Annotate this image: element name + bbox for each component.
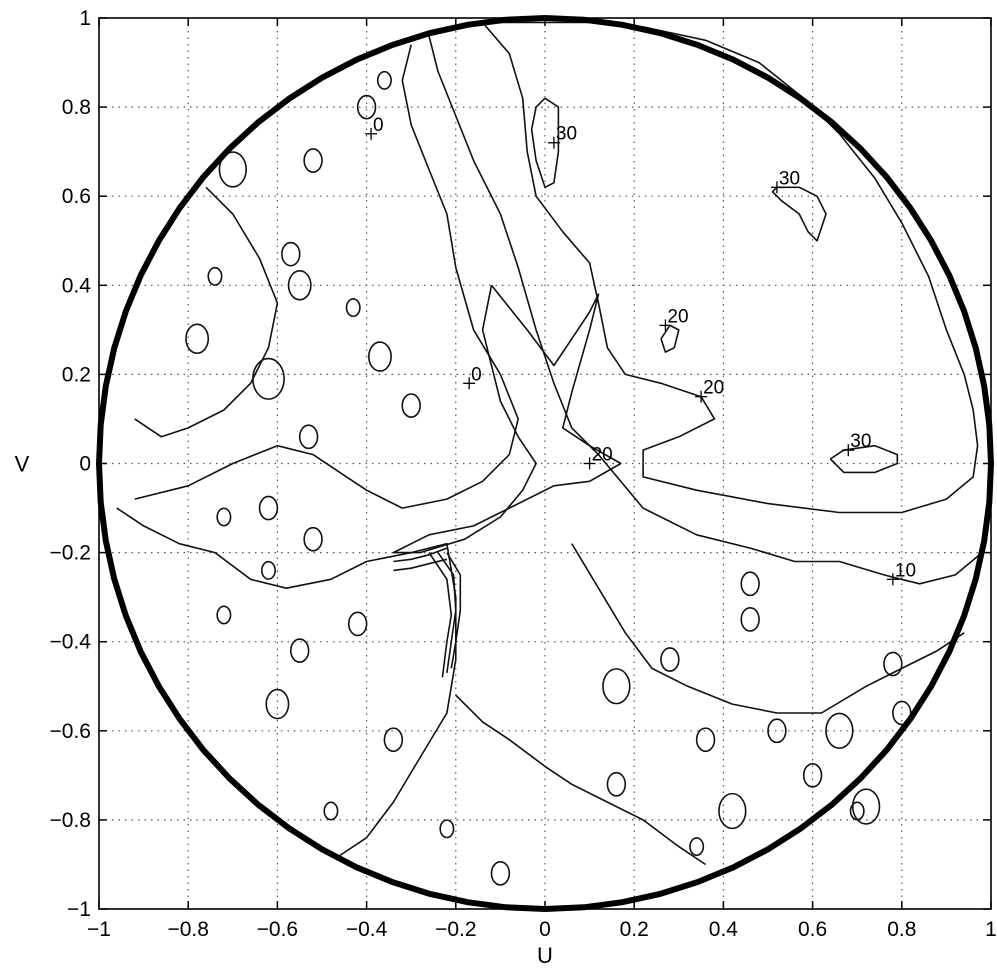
contour-loop (303, 526, 323, 552)
contour-loop (289, 638, 310, 663)
contour-lines (116, 21, 983, 866)
contour-loop (347, 611, 368, 637)
contour-line-20 (481, 21, 979, 514)
contour-loop (851, 788, 881, 825)
contour-loop (323, 801, 339, 821)
contour-loop (258, 495, 279, 521)
contour-loop (825, 712, 854, 749)
contour-loop (660, 647, 680, 672)
contour-loop (606, 771, 627, 797)
contour-label: 20 (667, 306, 688, 327)
contour-loop (767, 718, 787, 744)
y-tick-label: 0.2 (62, 363, 91, 386)
x-tick-label: −0.4 (346, 918, 388, 941)
contour-label: 30 (556, 124, 577, 145)
contour-label: 0 (373, 115, 384, 136)
y-tick-label: −0.4 (50, 631, 92, 654)
x-tick-label: −1 (87, 918, 111, 941)
contour-line-0 (134, 186, 279, 438)
contour-label: 0 (471, 364, 482, 385)
contour-label: 30 (779, 168, 800, 189)
x-tick-label: 0.4 (709, 918, 739, 941)
contour-line-30 (829, 444, 899, 474)
contour-loop (376, 70, 392, 90)
contour-loop (602, 668, 631, 705)
x-tick-label: 0.8 (887, 918, 916, 941)
contour-line-0 (571, 543, 965, 714)
contour-loop (718, 792, 747, 830)
contour-loop (368, 341, 392, 372)
contour-line-0 (393, 558, 448, 572)
contour-loop (740, 607, 760, 632)
contour-loop (883, 651, 903, 677)
y-tick-label: 1 (79, 7, 91, 30)
contour-loop (252, 357, 285, 400)
contour-loop (265, 688, 290, 720)
x-tick-label: −0.8 (167, 918, 208, 941)
x-tick-label: 1 (985, 918, 997, 941)
y-tick-label: −0.2 (50, 542, 91, 565)
contour-line-20 (392, 284, 622, 554)
contour-loop (216, 507, 232, 527)
contour-line-30 (771, 186, 827, 242)
contour-loop (207, 266, 223, 286)
contour-loop (303, 148, 323, 173)
x-tick-label: 0.2 (620, 918, 649, 941)
x-tick-label: −0.2 (435, 918, 476, 941)
contour-line-20 (660, 324, 680, 353)
contour-line-0 (446, 552, 462, 669)
contour-line-0 (455, 694, 707, 866)
y-tick-label: −0.6 (50, 720, 91, 743)
contour-loop (281, 241, 301, 267)
x-axis-label: U (537, 943, 553, 968)
x-axis-ticks: −1 −0.8 −0.6 −0.4 −0.2 0 0.2 0.4 0.6 0.8 1 (87, 18, 997, 941)
small-contour-loops (185, 70, 912, 886)
y-tick-label: −1 (67, 898, 91, 921)
contour-line-30 (530, 97, 560, 189)
contour-label: 30 (850, 431, 871, 452)
contour-label: 20 (592, 445, 613, 466)
contour-loop (216, 605, 232, 625)
contour-line-10 (428, 35, 983, 585)
contour-loop (802, 762, 823, 788)
contour-label: 20 (703, 378, 724, 399)
contour-loop (218, 151, 247, 188)
contour-line-0 (116, 507, 457, 857)
y-tick-label: 0.4 (62, 274, 92, 297)
contour-loop (439, 819, 455, 839)
contour-loop (490, 860, 511, 886)
y-tick-label: 0 (79, 453, 91, 476)
contour-line-0 (393, 547, 448, 563)
y-tick-label: 0.8 (62, 96, 91, 119)
x-tick-label: 0 (539, 918, 551, 941)
contour-loop (345, 298, 361, 318)
contour-loop (287, 270, 312, 301)
contour-loop (298, 424, 319, 450)
contour-line-0 (437, 552, 457, 674)
y-tick-label: 0.6 (62, 185, 91, 208)
contour-loop (356, 94, 377, 120)
contour-loop (401, 393, 421, 418)
contour-loop (689, 837, 705, 857)
contour-loop (849, 801, 865, 821)
y-axis-label: V (15, 452, 30, 477)
contour-loop (185, 323, 210, 355)
x-tick-label: 0.6 (798, 918, 827, 941)
contour-label: 10 (895, 560, 916, 581)
contour-line-0 (134, 44, 520, 509)
contour-loop (383, 727, 404, 753)
y-axis-ticks: −1 −0.8 −0.6 −0.4 −0.2 0 0.2 0.4 0.6 0.8 1 (50, 7, 991, 921)
y-tick-label: −0.8 (50, 809, 91, 832)
x-tick-label: −0.6 (257, 918, 298, 941)
contour-loop (740, 571, 760, 597)
contour-line-0 (428, 552, 453, 678)
contour-loop (695, 727, 716, 753)
contour-loop (260, 560, 276, 580)
grid-lines (99, 18, 991, 909)
contour-labels: 30 30 20 20 20 30 10 0 0 (365, 115, 916, 586)
